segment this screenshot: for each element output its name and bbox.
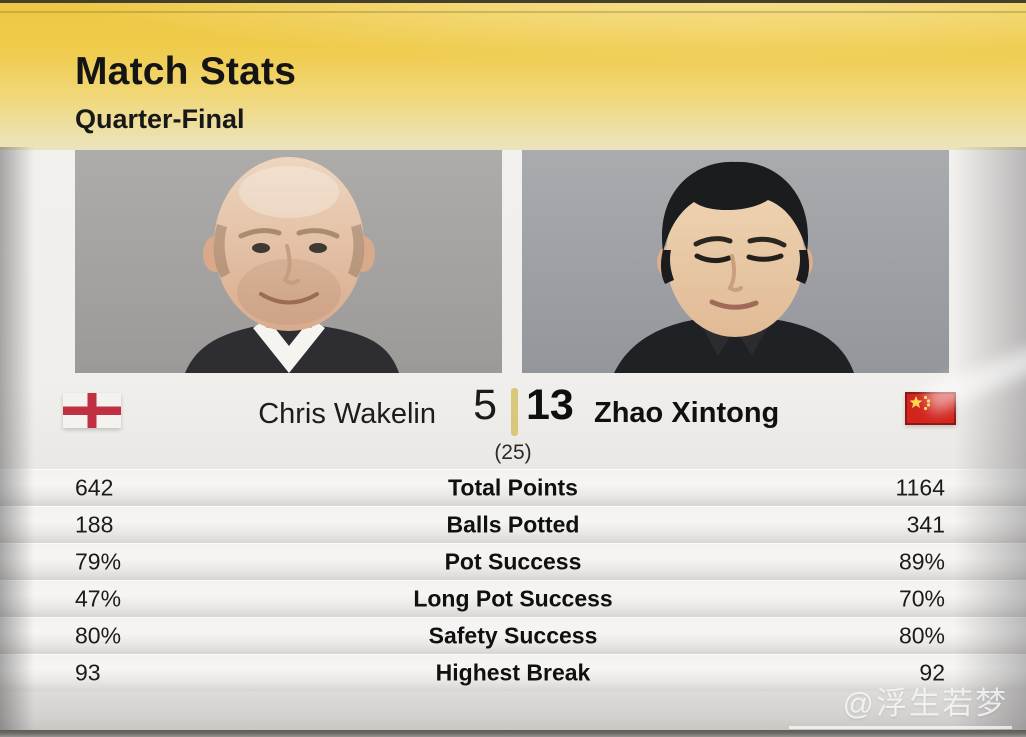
stat-row-safety-success: 80% Safety Success 80% (0, 617, 1026, 654)
player1-score: 5 (473, 381, 497, 429)
england-flag-icon (63, 393, 121, 428)
stat-row-balls-potted: 188 Balls Potted 341 (0, 506, 1026, 543)
player2-stat-value: 1164 (895, 474, 945, 501)
player1-stat-value: 80% (75, 622, 122, 649)
player2-stat-value: 89% (898, 548, 945, 575)
frames-total-note: (25) (494, 441, 532, 464)
player2-score: 13 (526, 381, 574, 429)
player1-stat-value: 79% (75, 548, 122, 575)
player2-photo (522, 150, 949, 373)
player1-stat-value: 93 (75, 659, 101, 686)
header-banner: Match Stats Quarter-Final (0, 0, 1026, 150)
stat-row-pot-success: 79% Pot Success 89% (0, 543, 1026, 580)
player1-stat-value: 47% (75, 585, 122, 612)
score-divider (511, 388, 518, 436)
stat-row-highest-break: 93 Highest Break 92 (0, 654, 1026, 691)
stat-label: Highest Break (435, 659, 591, 686)
round-subtitle: Quarter-Final (75, 104, 245, 134)
header-divider-line (0, 11, 1026, 13)
stats-table: 642 Total Points 1164 188 Balls Potted 3… (0, 469, 1026, 691)
player1-stat-value: 188 (75, 511, 114, 538)
player2-stat-value: 70% (898, 585, 945, 612)
stat-label: Long Pot Success (413, 585, 613, 612)
player2-name: Zhao Xintong (594, 397, 780, 429)
player1-name: Chris Wakelin (258, 398, 436, 430)
player2-stat-value: 92 (919, 659, 945, 686)
player1-portrait-illustration (75, 150, 502, 373)
stat-label: Safety Success (428, 622, 598, 649)
player2-portrait-illustration (522, 150, 949, 373)
china-flag-icon (905, 392, 956, 425)
bottom-band (0, 691, 1026, 737)
player2-stat-value: 341 (906, 511, 945, 538)
top-edge-line (0, 0, 1026, 3)
stat-label: Total Points (448, 474, 578, 501)
stat-row-total-points: 642 Total Points 1164 (0, 469, 1026, 506)
player2-stat-value: 80% (898, 622, 945, 649)
stat-label: Balls Potted (446, 511, 580, 538)
stat-row-long-pot-success: 47% Long Pot Success 70% (0, 580, 1026, 617)
page-title: Match Stats (75, 50, 297, 93)
stat-label: Pot Success (444, 548, 582, 575)
player1-stat-value: 642 (75, 474, 114, 501)
player1-photo (75, 150, 502, 373)
